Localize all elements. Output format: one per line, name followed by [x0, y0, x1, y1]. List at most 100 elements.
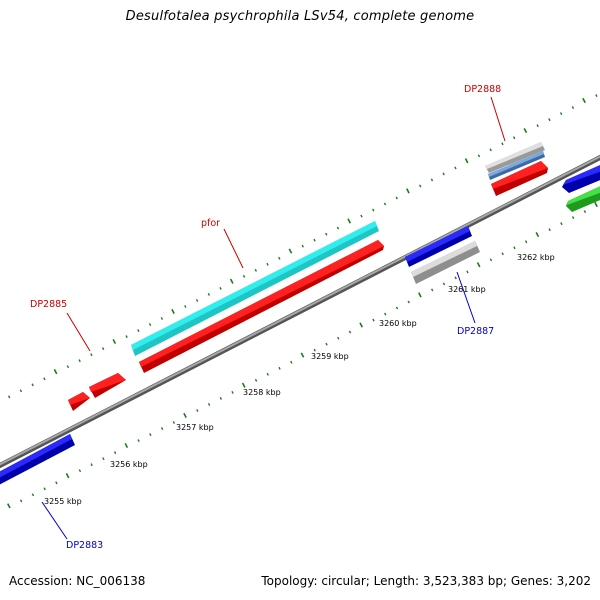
major-tick: [229, 278, 234, 284]
genome-backbone: [0, 154, 600, 469]
major-tick: [535, 232, 540, 238]
minor-tick: [55, 481, 58, 485]
feature-dp2887-grey[interactable]: [411, 241, 480, 284]
minor-tick: [407, 300, 410, 304]
minor-tick: [348, 330, 352, 334]
minor-tick: [195, 298, 199, 302]
minor-tick: [442, 172, 445, 176]
major-tick: [171, 308, 175, 314]
minor-tick: [384, 312, 387, 316]
gene-label-dp2888[interactable]: DP2888: [464, 84, 501, 95]
scale-label-3260: 3260 kbp: [379, 319, 417, 328]
minor-tick: [254, 268, 258, 272]
minor-tick: [560, 222, 563, 226]
minor-tick: [325, 342, 328, 346]
minor-tick: [395, 196, 398, 200]
minor-tick: [278, 256, 281, 260]
accession-text: Accession: NC_006138: [9, 574, 146, 588]
minor-tick: [290, 360, 293, 364]
feature-dp2887-blue[interactable]: [405, 226, 472, 267]
minor-tick: [137, 439, 140, 443]
gene-label-dp2885[interactable]: DP2885: [30, 299, 67, 310]
minor-tick: [160, 427, 164, 431]
gene-label-dp2883[interactable]: DP2883: [66, 540, 103, 551]
minor-tick: [31, 383, 34, 387]
minor-tick: [325, 232, 328, 236]
minor-tick: [513, 246, 516, 250]
major-tick: [594, 201, 598, 208]
minor-tick: [383, 202, 387, 206]
minor-tick: [595, 94, 598, 98]
feature-edge-blue[interactable]: [562, 163, 600, 193]
minor-tick: [372, 318, 375, 322]
major-tick: [347, 218, 352, 224]
minor-tick: [454, 166, 457, 170]
minor-tick: [336, 226, 340, 230]
minor-tick: [418, 184, 422, 188]
feature-dp2888-red[interactable]: [491, 161, 548, 196]
feature-dp2883[interactable]: [0, 434, 75, 487]
scale-label-3256: 3256 kbp: [110, 460, 148, 469]
minor-tick: [231, 390, 234, 394]
minor-tick: [207, 292, 211, 296]
minor-tick: [160, 317, 164, 320]
minor-tick: [360, 214, 363, 218]
minor-tick: [477, 154, 481, 158]
minor-tick: [278, 366, 281, 370]
minor-tick: [101, 347, 105, 351]
minor-tick: [90, 353, 93, 357]
feature-pfor-cyan[interactable]: [131, 221, 379, 356]
minor-tick: [43, 377, 46, 381]
feature-dp2885-a[interactable]: [68, 392, 90, 411]
minor-tick: [78, 359, 81, 363]
minor-tick: [184, 305, 187, 308]
minor-tick: [7, 395, 11, 399]
minor-tick: [266, 372, 270, 376]
minor-tick: [501, 142, 504, 146]
scale-label-3262: 3262 kbp: [517, 253, 555, 262]
minor-tick: [219, 396, 223, 400]
major-tick: [112, 338, 117, 345]
minor-tick: [43, 487, 46, 491]
major-tick: [124, 442, 129, 449]
major-tick: [53, 369, 58, 375]
minor-tick: [19, 389, 23, 393]
minor-tick: [501, 252, 504, 256]
minor-tick: [536, 124, 539, 128]
minor-tick: [442, 282, 446, 286]
minor-tick: [266, 262, 269, 266]
minor-tick: [430, 178, 434, 182]
major-tick: [183, 412, 187, 418]
scale-label-3261: 3261 kbp: [448, 285, 486, 294]
minor-tick: [90, 463, 93, 467]
gene-label-dp2887[interactable]: DP2887: [457, 326, 494, 337]
major-tick: [65, 473, 70, 479]
feature-dp2888-grey[interactable]: [485, 142, 545, 173]
minor-tick: [301, 244, 304, 248]
feature-dp2885-b[interactable]: [89, 373, 126, 398]
scale-label-3259: 3259 kbp: [311, 352, 349, 361]
minor-tick: [395, 306, 399, 310]
major-tick: [241, 382, 246, 388]
minor-tick: [571, 216, 575, 220]
major-tick: [464, 158, 469, 164]
feature-layer: [0, 142, 600, 487]
minor-tick: [149, 433, 152, 437]
minor-tick: [31, 493, 35, 497]
tick-row-upper: [7, 94, 598, 399]
minor-tick: [313, 348, 316, 352]
minor-tick: [219, 286, 222, 290]
minor-tick: [512, 136, 516, 140]
feature-pfor-red[interactable]: [139, 240, 384, 373]
minor-tick: [559, 112, 563, 116]
major-tick: [476, 262, 481, 268]
minor-tick: [524, 240, 528, 244]
minor-tick: [207, 402, 211, 406]
feature-dp2888-steel[interactable]: [488, 151, 545, 180]
scale-label-3255: 3255 kbp: [44, 497, 82, 506]
minor-tick: [125, 335, 128, 339]
major-tick: [406, 188, 410, 194]
gene-label-pfor[interactable]: pfor: [201, 218, 220, 229]
feature-edge-green[interactable]: [566, 184, 600, 212]
